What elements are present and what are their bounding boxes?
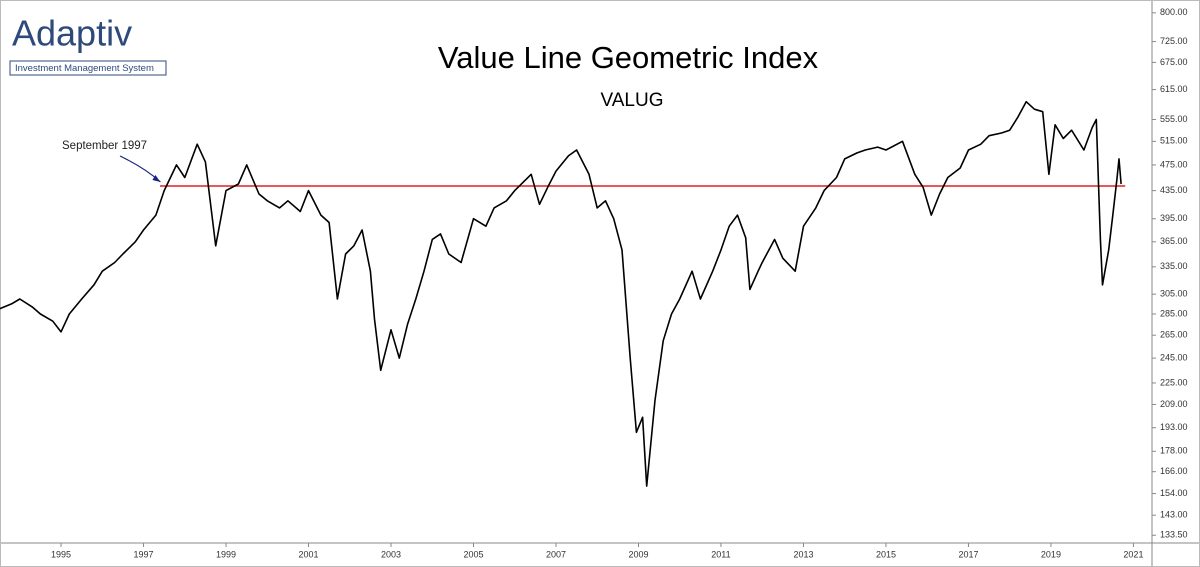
y-tick-label: 435.00: [1160, 185, 1188, 195]
y-tick-label: 209.00: [1160, 399, 1188, 409]
annotation: September 1997: [62, 140, 147, 152]
y-tick-label: 245.00: [1160, 352, 1188, 362]
y-tick-label: 143.00: [1160, 510, 1188, 520]
y-tick-label: 166.00: [1160, 466, 1188, 476]
y-tick-label: 225.00: [1160, 377, 1188, 387]
x-tick-label: 2019: [1041, 549, 1061, 559]
y-tick-label: 193.00: [1160, 422, 1188, 432]
x-tick-label: 2005: [463, 549, 483, 559]
x-tick-label: 2007: [546, 549, 566, 559]
x-tick-label: 2017: [958, 549, 978, 559]
y-tick-label: 800.00: [1160, 7, 1188, 17]
y-tick-label: 265.00: [1160, 330, 1188, 340]
x-tick-label: 2013: [793, 549, 813, 559]
chart-title: Value Line Geometric Index: [438, 40, 819, 75]
x-tick-label: 1999: [216, 549, 236, 559]
x-tick-label: 2001: [299, 549, 319, 559]
x-tick-label: 2021: [1123, 549, 1143, 559]
x-tick-label: 2009: [628, 549, 648, 559]
y-tick-label: 365.00: [1160, 236, 1188, 246]
x-tick-label: 2015: [876, 549, 896, 559]
index-line: [0, 100, 1122, 487]
x-tick-label: 2003: [381, 549, 401, 559]
y-tick-label: 305.00: [1160, 289, 1188, 299]
y-tick-label: 475.00: [1160, 159, 1188, 169]
logo-tagline: Investment Management System: [15, 63, 154, 74]
chart-subtitle: VALUG: [600, 90, 663, 111]
y-tick-label: 133.50: [1160, 530, 1188, 540]
y-tick-label: 178.00: [1160, 446, 1188, 456]
y-tick-label: 615.00: [1160, 84, 1188, 94]
x-tick-label: 2011: [711, 549, 730, 559]
logo-name: Adaptiv: [12, 13, 132, 54]
x-tick-label: 1995: [51, 549, 71, 559]
x-tick-label: 1997: [134, 549, 154, 559]
y-tick-label: 285.00: [1160, 308, 1188, 318]
y-tick-label: 675.00: [1160, 57, 1188, 67]
arrow-head: [152, 174, 161, 182]
y-tick-label: 335.00: [1160, 261, 1188, 271]
y-tick-label: 395.00: [1160, 213, 1188, 223]
logo-box: [9, 60, 167, 76]
y-tick-label: 555.00: [1160, 114, 1188, 124]
y-tick-label: 154.00: [1160, 488, 1188, 498]
y-tick-label: 725.00: [1160, 36, 1188, 46]
y-tick-label: 515.00: [1160, 136, 1188, 146]
